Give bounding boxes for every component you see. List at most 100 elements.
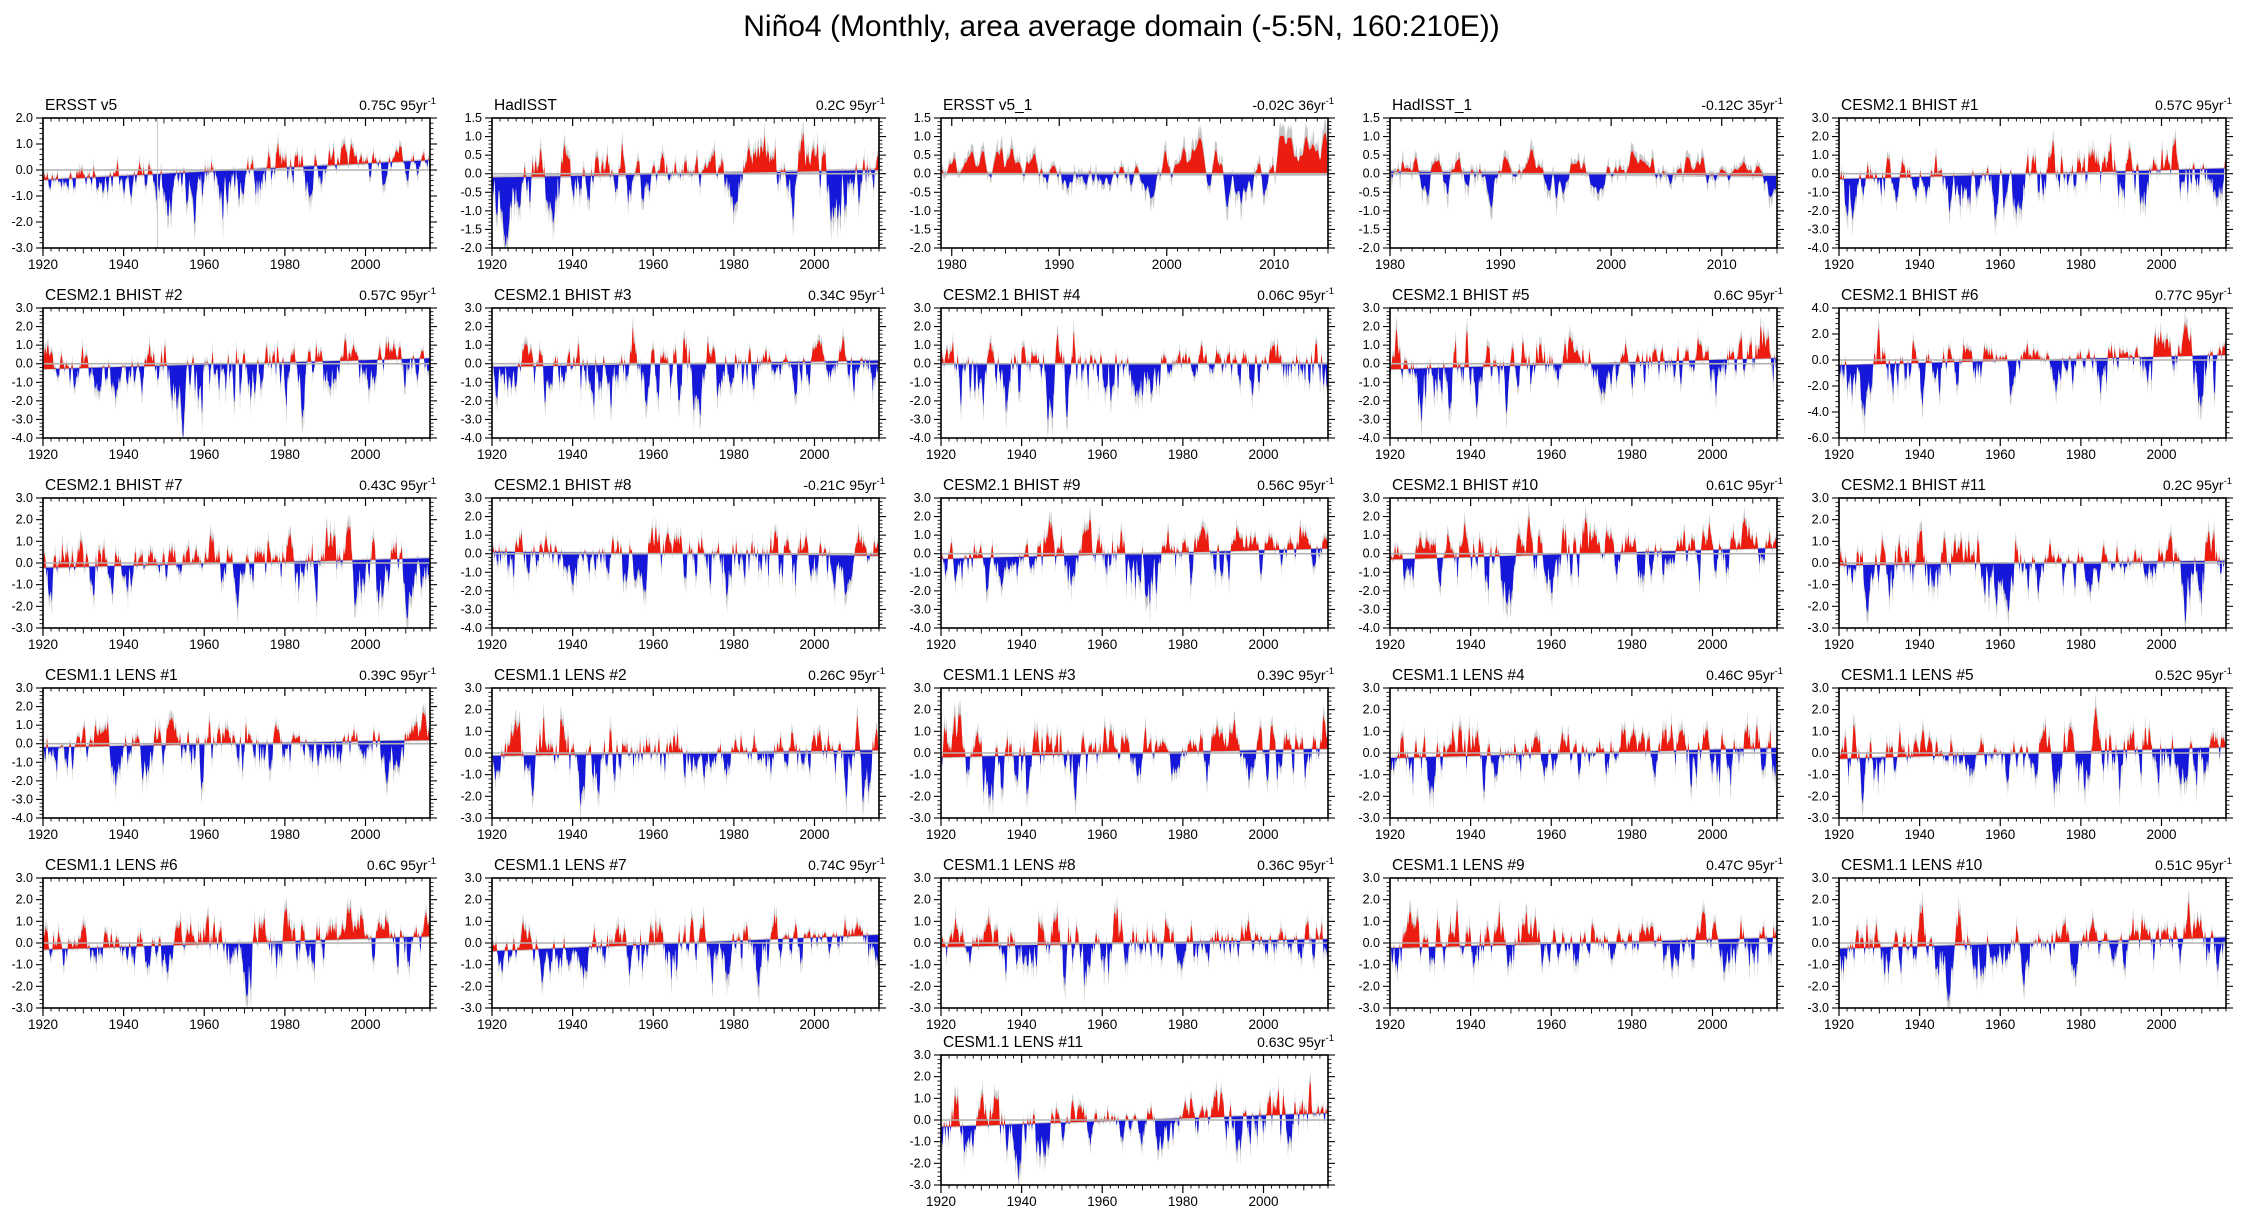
panel-title: CESM2.1 BHIST #9 bbox=[943, 477, 1081, 494]
svg-text:-3.0: -3.0 bbox=[11, 241, 33, 255]
svg-text:1980: 1980 bbox=[719, 257, 749, 272]
svg-text:1960: 1960 bbox=[1536, 1017, 1566, 1032]
svg-text:1960: 1960 bbox=[1087, 827, 1117, 842]
panel-cesm2-1-bhist-6: -6.0 -4.0 -2.0 0.0 2.0 4.0 1920 1940 1960 1980 200… bbox=[1801, 275, 2243, 470]
axis-ticks bbox=[36, 117, 437, 256]
panel-cesm1-1-lens-4: -3.0 -2.0 -1.0 0.0 1.0 2.0 3.0 1920 1940 1960 1980… bbox=[1352, 655, 1801, 850]
svg-text:-2.0: -2.0 bbox=[1807, 979, 1829, 993]
svg-text:-2.0: -2.0 bbox=[460, 241, 482, 255]
svg-text:2000: 2000 bbox=[799, 1017, 829, 1032]
svg-text:-4.0: -4.0 bbox=[11, 431, 33, 445]
svg-text:1940: 1940 bbox=[558, 1017, 588, 1032]
svg-text:2.0: 2.0 bbox=[16, 513, 33, 527]
panel-cesm1-1-lens-7: -3.0 -2.0 -1.0 0.0 1.0 2.0 3.0 1920 1940 1960 1980… bbox=[454, 845, 903, 1040]
svg-text:-0.5: -0.5 bbox=[1358, 185, 1380, 199]
panel-title: CESM1.1 LENS #10 bbox=[1841, 857, 1983, 874]
svg-text:0.0: 0.0 bbox=[16, 556, 33, 570]
svg-text:3.0: 3.0 bbox=[1363, 301, 1380, 315]
svg-text:-3.0: -3.0 bbox=[460, 1001, 482, 1015]
axis-labels: -4.0 -3.0 -2.0 -1.0 0.0 1.0 2.0 3.0 1920 1940 1960… bbox=[1807, 111, 2176, 272]
chart-plot: -3.0 -2.0 -1.0 0.0 1.0 2.0 3.0 1920 1940 1960 1980… bbox=[11, 856, 437, 1032]
svg-text:0.0: 0.0 bbox=[16, 737, 33, 751]
svg-text:2000: 2000 bbox=[2146, 637, 2176, 652]
svg-text:0.0: 0.0 bbox=[1812, 167, 1829, 181]
axis-labels: -3.0 -2.0 -1.0 0.0 1.0 2.0 3.0 1920 1940 1960 1980… bbox=[460, 871, 829, 1032]
svg-text:1940: 1940 bbox=[1007, 1194, 1037, 1209]
svg-text:1940: 1940 bbox=[1007, 637, 1037, 652]
svg-text:1.0: 1.0 bbox=[16, 137, 33, 151]
svg-text:2000: 2000 bbox=[350, 1017, 380, 1032]
chart-plot: -3.0 -2.0 -1.0 0.0 1.0 2.0 3.0 1920 1940 1960 1980… bbox=[1807, 476, 2233, 652]
svg-text:2.0: 2.0 bbox=[16, 111, 33, 125]
chart-plot: -4.0 -3.0 -2.0 -1.0 0.0 1.0 2.0 3.0 1920 1940 1960… bbox=[11, 666, 437, 842]
svg-text:1960: 1960 bbox=[1087, 447, 1117, 462]
svg-text:1920: 1920 bbox=[28, 257, 58, 272]
svg-text:3.0: 3.0 bbox=[16, 871, 33, 885]
svg-text:1960: 1960 bbox=[1087, 1194, 1117, 1209]
svg-text:-3.0: -3.0 bbox=[1807, 621, 1829, 635]
axis-ticks bbox=[1832, 307, 2233, 446]
svg-text:2.0: 2.0 bbox=[465, 893, 482, 907]
svg-text:3.0: 3.0 bbox=[1812, 871, 1829, 885]
svg-text:2.0: 2.0 bbox=[1812, 893, 1829, 907]
panel-title: ERSST v5 bbox=[45, 97, 117, 114]
svg-text:-1.0: -1.0 bbox=[909, 565, 931, 579]
svg-text:0.0: 0.0 bbox=[1812, 353, 1829, 367]
svg-text:2000: 2000 bbox=[799, 257, 829, 272]
panel-cesm1-1-lens-2: -3.0 -2.0 -1.0 0.0 1.0 2.0 3.0 1920 1940 1960 1980… bbox=[454, 655, 903, 850]
axis-labels: -4.0 -3.0 -2.0 -1.0 0.0 1.0 2.0 3.0 1920 1940 1960… bbox=[11, 681, 380, 842]
svg-text:1.0: 1.0 bbox=[914, 130, 931, 144]
svg-text:2000: 2000 bbox=[2146, 257, 2176, 272]
svg-text:-1.0: -1.0 bbox=[1807, 578, 1829, 592]
svg-text:1920: 1920 bbox=[477, 257, 507, 272]
axis-labels: -2.0 -1.5 -1.0 -0.5 0.0 0.5 1.0 1.5 1920 1940 1960… bbox=[460, 111, 829, 272]
axis-ticks bbox=[36, 877, 437, 1016]
trend-label: 0.56C 95yr-1 bbox=[1257, 476, 1334, 493]
svg-text:0.5: 0.5 bbox=[914, 148, 931, 162]
svg-text:-2.0: -2.0 bbox=[460, 979, 482, 993]
svg-text:1980: 1980 bbox=[2066, 1017, 2096, 1032]
svg-text:1940: 1940 bbox=[109, 637, 139, 652]
panel-cesm1-1-lens-9: -3.0 -2.0 -1.0 0.0 1.0 2.0 3.0 1920 1940 1960 1980… bbox=[1352, 845, 1801, 1040]
svg-text:1960: 1960 bbox=[189, 447, 219, 462]
svg-text:-4.0: -4.0 bbox=[460, 621, 482, 635]
svg-text:2000: 2000 bbox=[799, 827, 829, 842]
svg-text:2000: 2000 bbox=[1697, 447, 1727, 462]
svg-text:1980: 1980 bbox=[1617, 447, 1647, 462]
axis-labels: -2.0 -1.5 -1.0 -0.5 0.0 0.5 1.0 1.5 1980 1990 2000… bbox=[909, 111, 1289, 272]
axis-ticks bbox=[36, 687, 437, 826]
svg-text:-4.0: -4.0 bbox=[1807, 241, 1829, 255]
panel-hadisst-1: -2.0 -1.5 -1.0 -0.5 0.0 0.5 1.0 1.5 1980 1990 2000… bbox=[1352, 85, 1801, 280]
panel-cesm2-1-bhist-8: -4.0 -3.0 -2.0 -1.0 0.0 1.0 2.0 3.0 1920 1940 1960… bbox=[454, 465, 903, 660]
axis-ticks bbox=[485, 877, 886, 1016]
svg-text:1920: 1920 bbox=[1824, 447, 1854, 462]
svg-text:1920: 1920 bbox=[477, 827, 507, 842]
panel-cesm2-1-bhist-1: -4.0 -3.0 -2.0 -1.0 0.0 1.0 2.0 3.0 1920 1940 1960… bbox=[1801, 85, 2243, 280]
panel-cesm2-1-bhist-7: -3.0 -2.0 -1.0 0.0 1.0 2.0 3.0 1920 1940 1960 1980… bbox=[5, 465, 454, 660]
svg-text:1920: 1920 bbox=[1375, 637, 1405, 652]
panel-cesm1-1-lens-10: -3.0 -2.0 -1.0 0.0 1.0 2.0 3.0 1920 1940 1960 1980… bbox=[1801, 845, 2243, 1040]
svg-text:-3.0: -3.0 bbox=[11, 621, 33, 635]
svg-text:2000: 2000 bbox=[1697, 1017, 1727, 1032]
svg-text:-2.0: -2.0 bbox=[11, 215, 33, 229]
svg-text:-3.0: -3.0 bbox=[11, 792, 33, 806]
panel-hadisst: -2.0 -1.5 -1.0 -0.5 0.0 0.5 1.0 1.5 1920 1940 1960… bbox=[454, 85, 903, 280]
svg-text:1980: 1980 bbox=[270, 1017, 300, 1032]
svg-text:2.0: 2.0 bbox=[1363, 320, 1380, 334]
svg-text:-1.0: -1.0 bbox=[460, 375, 482, 389]
trend-label: 0.26C 95yr-1 bbox=[808, 666, 885, 683]
panel-cesm1-1-lens-8: -3.0 -2.0 -1.0 0.0 1.0 2.0 3.0 1920 1940 1960 1980… bbox=[903, 845, 1352, 1040]
svg-text:1940: 1940 bbox=[558, 827, 588, 842]
svg-text:1980: 1980 bbox=[719, 1017, 749, 1032]
axis-labels: -3.0 -2.0 -1.0 0.0 1.0 2.0 1920 1940 1960 1980 200… bbox=[11, 111, 380, 272]
trend-label: 0.61C 95yr-1 bbox=[1706, 476, 1783, 493]
chart-plot: -4.0 -3.0 -2.0 -1.0 0.0 1.0 2.0 3.0 1920 1940 1960… bbox=[11, 286, 437, 462]
chart-plot: -4.0 -3.0 -2.0 -1.0 0.0 1.0 2.0 3.0 1920 1940 1960… bbox=[1358, 476, 1784, 652]
trend-label: 0.77C 95yr-1 bbox=[2155, 286, 2232, 303]
svg-text:1920: 1920 bbox=[1375, 827, 1405, 842]
svg-text:2.0: 2.0 bbox=[16, 320, 33, 334]
svg-text:1920: 1920 bbox=[926, 1017, 956, 1032]
svg-text:0.0: 0.0 bbox=[1363, 746, 1380, 760]
axis-ticks bbox=[36, 497, 437, 636]
panel-title: ERSST v5_1 bbox=[943, 97, 1032, 114]
